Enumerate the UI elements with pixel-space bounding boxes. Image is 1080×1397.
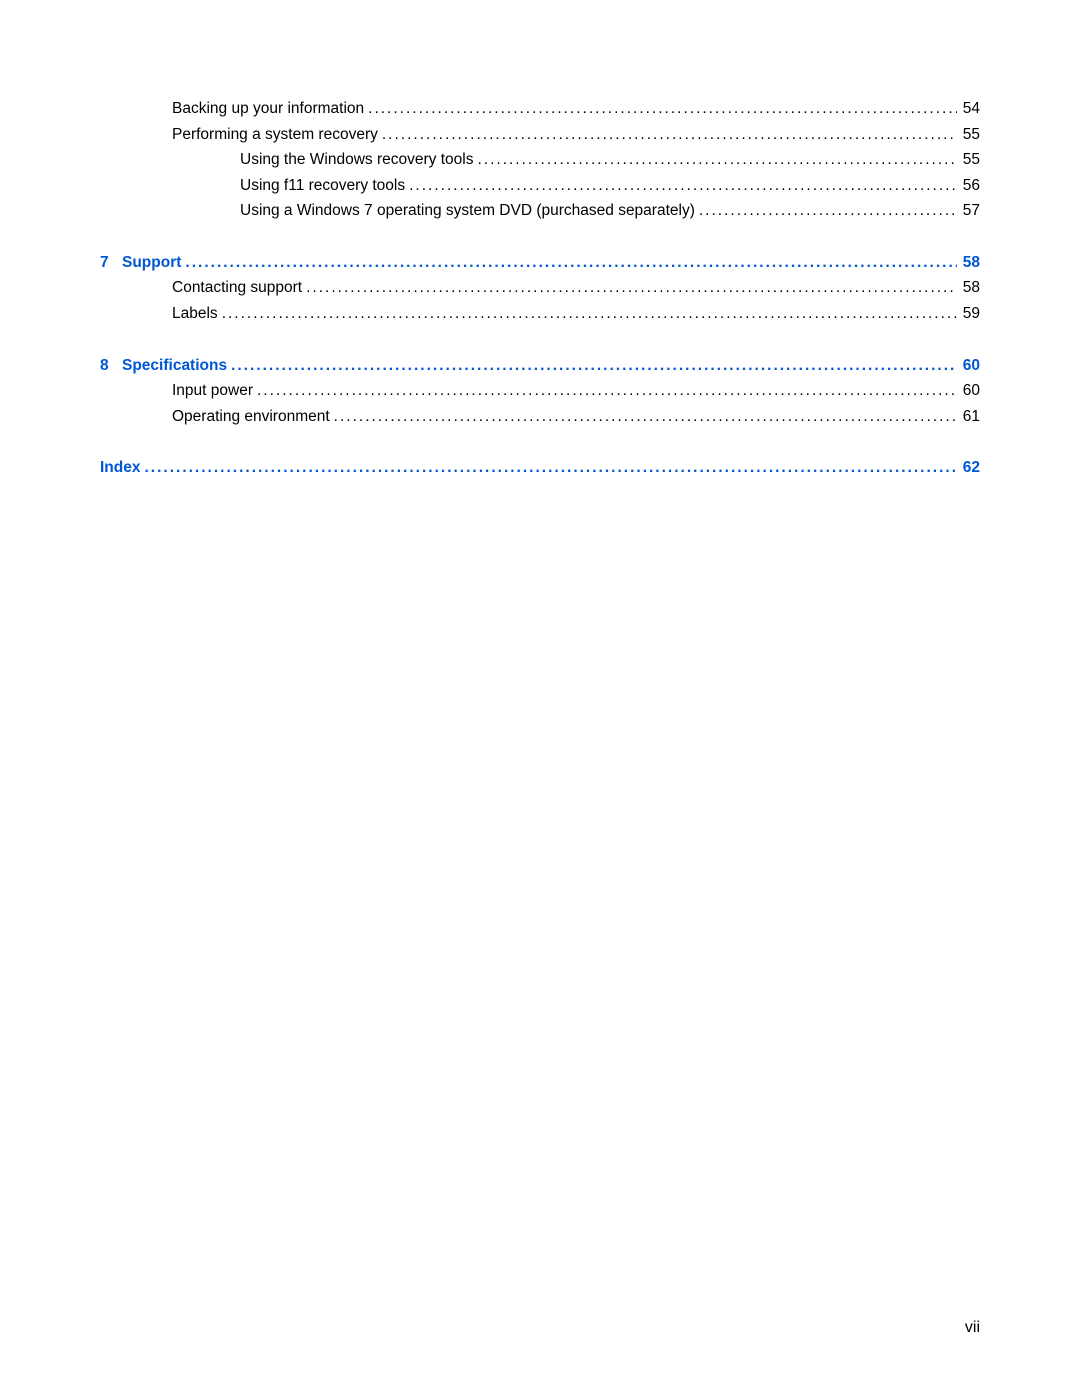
toc-label: Using f11 recovery tools: [240, 173, 405, 199]
toc-label: Using the Windows recovery tools: [240, 147, 473, 173]
toc-chapter-label: 7Support: [100, 250, 181, 276]
chapter-title: Specifications: [122, 357, 227, 374]
toc-chapter-label: 8Specifications: [100, 353, 227, 379]
toc-entry: Using the Windows recovery tools 55: [100, 147, 980, 173]
toc-label: Backing up your information: [172, 96, 364, 122]
toc-entry: Using a Windows 7 operating system DVD (…: [100, 198, 980, 224]
chapter-number: 7: [100, 250, 122, 276]
toc-leader: [405, 173, 957, 199]
toc-page-num: 58: [957, 250, 980, 276]
toc-label: Operating environment: [172, 404, 330, 430]
toc-entry: Performing a system recovery 55: [100, 122, 980, 148]
toc-entry: Backing up your information 54: [100, 96, 980, 122]
toc-entry: Using f11 recovery tools 56: [100, 173, 980, 199]
toc-leader: [227, 353, 957, 379]
toc-leader: [695, 198, 957, 224]
toc-entry: Contacting support 58: [100, 275, 980, 301]
toc-page-num: 55: [957, 122, 980, 148]
toc-page-num: 60: [957, 378, 980, 404]
chapter-title: Support: [122, 254, 181, 271]
chapter-number: 8: [100, 353, 122, 379]
toc-page-num: 57: [957, 198, 980, 224]
toc-leader: [140, 455, 956, 481]
toc-page-num: 59: [957, 301, 980, 327]
toc-leader: [302, 275, 957, 301]
toc-chapter-specifications[interactable]: 8Specifications 60: [100, 353, 980, 379]
toc-entry: Labels 59: [100, 301, 980, 327]
toc-leader: [330, 404, 957, 430]
toc-leader: [364, 96, 957, 122]
toc-page-num: 62: [957, 455, 980, 481]
toc-leader: [253, 378, 957, 404]
toc-index[interactable]: Index 62: [100, 455, 980, 481]
toc-page-num: 60: [957, 353, 980, 379]
toc-page-num: 54: [957, 96, 980, 122]
toc-chapter-support[interactable]: 7Support 58: [100, 250, 980, 276]
toc-label: Input power: [172, 378, 253, 404]
toc-page-num: 56: [957, 173, 980, 199]
toc-leader: [378, 122, 957, 148]
toc-label: Performing a system recovery: [172, 122, 378, 148]
toc-label: Labels: [172, 301, 218, 327]
toc-entry: Operating environment 61: [100, 404, 980, 430]
toc-page: Backing up your information 54 Performin…: [0, 0, 1080, 1397]
toc-leader: [218, 301, 957, 327]
footer-page-number: vii: [965, 1319, 980, 1337]
toc-page-num: 55: [957, 147, 980, 173]
toc-leader: [181, 250, 956, 276]
toc-label: Using a Windows 7 operating system DVD (…: [240, 198, 695, 224]
toc-label: Contacting support: [172, 275, 302, 301]
toc-entry: Input power 60: [100, 378, 980, 404]
toc-page-num: 58: [957, 275, 980, 301]
toc-page-num: 61: [957, 404, 980, 430]
index-title: Index: [100, 455, 140, 481]
toc-leader: [473, 147, 956, 173]
